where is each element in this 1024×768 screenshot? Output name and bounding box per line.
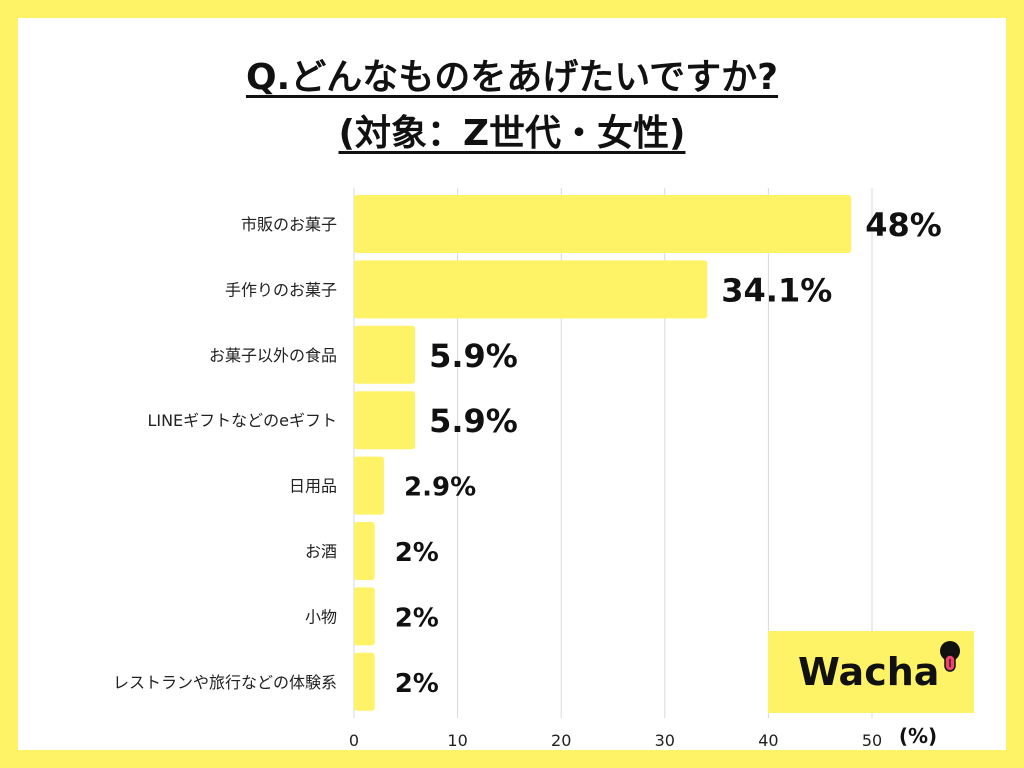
category-label: 手作りのお菓子 <box>225 280 337 299</box>
value-label: 48% <box>865 206 942 244</box>
category-label: LINEギフトなどのeギフト <box>147 411 337 430</box>
logo-mascot-icon <box>940 641 960 672</box>
x-tick-label: 30 <box>655 731 675 750</box>
bars <box>354 195 852 711</box>
bar <box>354 195 852 253</box>
x-tick-label: 10 <box>447 731 467 750</box>
x-axis-label: (%) <box>899 724 937 748</box>
value-label: 34.1% <box>721 271 832 309</box>
category-label: 小物 <box>305 607 337 626</box>
value-label: 2% <box>395 603 439 633</box>
brand-logo: Wacha <box>768 631 974 713</box>
x-tick-label: 50 <box>862 731 882 750</box>
x-tick-label: 40 <box>758 731 778 750</box>
bar <box>354 652 375 711</box>
value-labels: 48% 34.1% 5.9% 5.9% 2.9% 2% 2% 2% <box>395 206 942 699</box>
chart-title: Q.どんなものをあげたいですか? (対象：Z世代・女性) <box>0 50 1024 162</box>
value-label: 2.9% <box>404 473 476 503</box>
bar <box>354 456 385 515</box>
category-label: 市販のお菓子 <box>241 215 337 234</box>
logo-text: Wacha <box>798 650 940 694</box>
bar <box>354 391 416 450</box>
value-label: 5.9% <box>429 337 518 375</box>
value-label: 5.9% <box>429 402 518 440</box>
category-label: レストランや旅行などの体験系 <box>113 673 337 692</box>
bar <box>354 325 416 384</box>
x-axis-ticks: 0 10 20 30 40 50 <box>349 731 882 750</box>
category-label: 日用品 <box>289 477 337 496</box>
bar <box>354 587 375 646</box>
value-label: 2% <box>395 669 439 699</box>
title-line-1: Q.どんなものをあげたいですか? <box>245 57 779 98</box>
category-label: お酒 <box>305 542 337 561</box>
x-tick-label: 20 <box>551 731 571 750</box>
value-label: 2% <box>395 538 439 568</box>
bar <box>354 260 708 319</box>
bar <box>354 522 375 580</box>
title-line-2: (対象：Z世代・女性) <box>338 113 686 154</box>
x-tick-label: 0 <box>349 731 359 750</box>
category-label: お菓子以外の食品 <box>209 346 337 365</box>
